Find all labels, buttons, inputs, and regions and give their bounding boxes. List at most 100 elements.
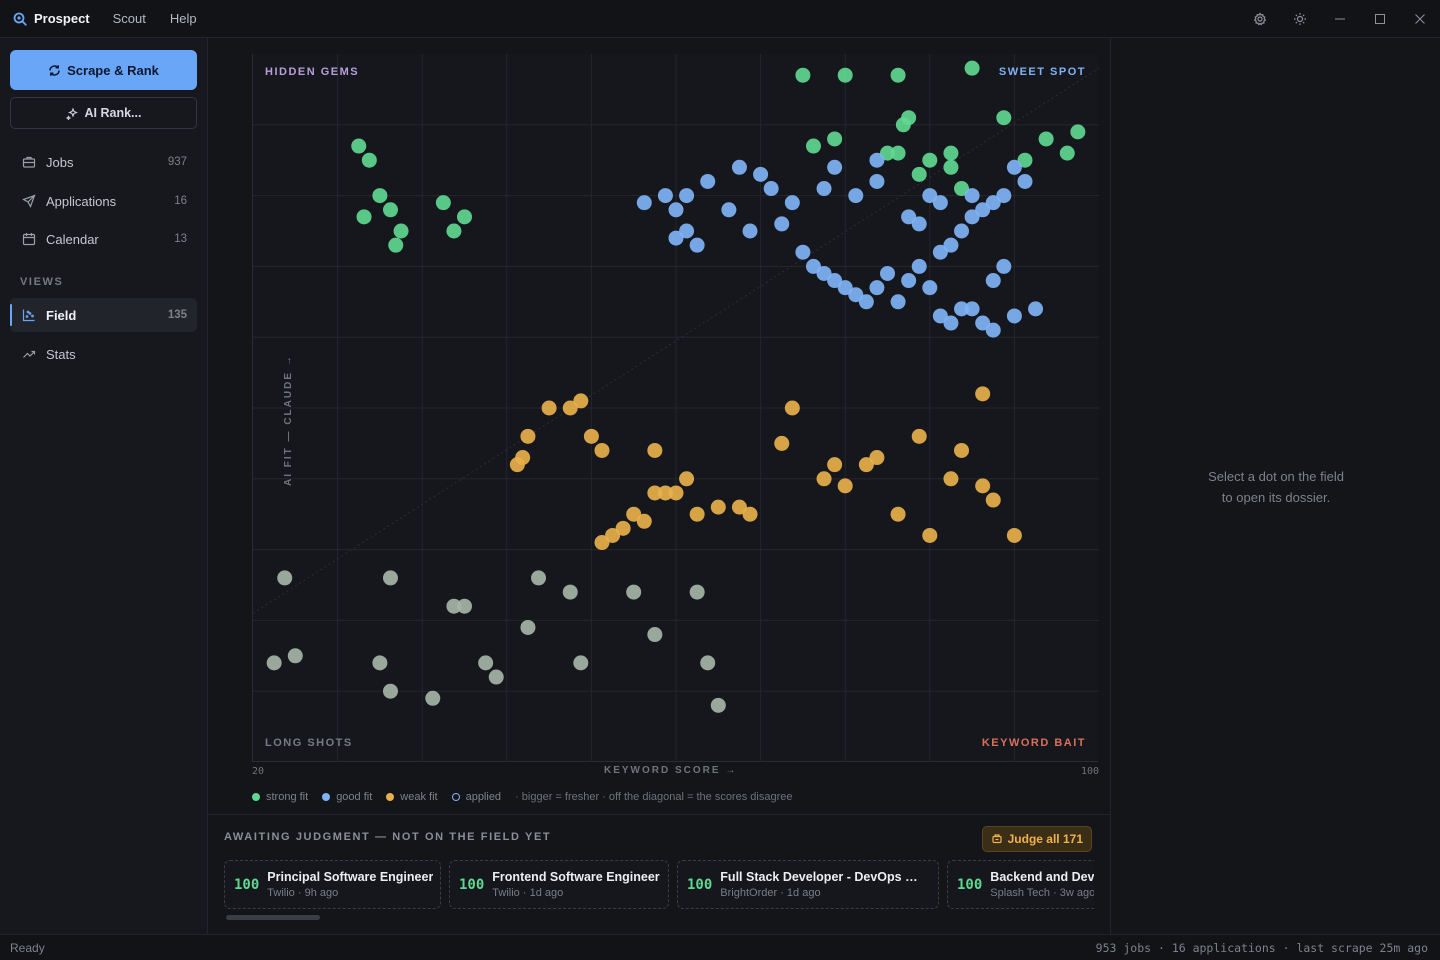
job-dot[interactable] (954, 301, 970, 317)
job-dot[interactable] (647, 627, 663, 643)
job-dot[interactable] (964, 60, 980, 76)
job-dot[interactable] (964, 301, 980, 317)
job-dot[interactable] (1038, 131, 1054, 147)
job-dot[interactable] (827, 457, 843, 473)
job-dot[interactable] (594, 535, 610, 551)
job-dot[interactable] (858, 294, 874, 310)
job-dot[interactable] (880, 265, 895, 281)
job-dot[interactable] (795, 244, 811, 260)
job-dot[interactable] (1006, 159, 1022, 175)
job-dot[interactable] (943, 159, 959, 175)
job-dot[interactable] (388, 237, 404, 253)
job-dot[interactable] (869, 173, 885, 189)
job-dot[interactable] (573, 655, 589, 671)
job-card[interactable]: 100 Principal Software Engineer Twilio ·… (224, 860, 441, 909)
job-dot[interactable] (816, 181, 832, 197)
job-dot[interactable] (827, 159, 843, 175)
job-dot[interactable] (457, 209, 472, 225)
job-dot[interactable] (457, 598, 472, 614)
job-dot[interactable] (805, 138, 821, 154)
job-dot[interactable] (626, 506, 642, 522)
job-dot[interactable] (636, 513, 652, 529)
job-dot[interactable] (372, 188, 388, 204)
job-dot[interactable] (615, 520, 631, 536)
job-dot[interactable] (975, 386, 991, 402)
job-dot[interactable] (351, 138, 367, 154)
job-dot[interactable] (287, 648, 303, 664)
job-dot[interactable] (488, 669, 504, 685)
job-dot[interactable] (837, 478, 853, 494)
job-dot[interactable] (425, 690, 441, 706)
cards-scrollbar[interactable] (226, 915, 320, 920)
job-dot[interactable] (435, 195, 451, 211)
job-dot[interactable] (605, 527, 621, 543)
job-dot[interactable] (795, 67, 811, 83)
job-dot[interactable] (393, 223, 409, 239)
job-dot[interactable] (922, 152, 938, 168)
job-dot[interactable] (932, 308, 948, 324)
job-dot[interactable] (848, 188, 864, 204)
job-dot[interactable] (382, 683, 398, 699)
job-dot[interactable] (1017, 152, 1033, 168)
close-button[interactable] (1400, 0, 1440, 38)
job-dot[interactable] (710, 697, 726, 713)
job-dot[interactable] (880, 145, 895, 161)
job-dot[interactable] (996, 110, 1012, 126)
job-dot[interactable] (943, 315, 959, 331)
job-dot[interactable] (721, 202, 737, 218)
job-dot[interactable] (848, 287, 864, 303)
job-dot[interactable] (700, 173, 716, 189)
job-dot[interactable] (954, 442, 970, 458)
job-dot[interactable] (985, 195, 1001, 211)
job-dot[interactable] (827, 273, 843, 289)
job-dot[interactable] (964, 209, 980, 225)
job-dot[interactable] (890, 145, 906, 161)
sidebar-item-jobs[interactable]: Jobs 937 (10, 145, 197, 179)
job-dot[interactable] (774, 435, 790, 451)
job-dot[interactable] (922, 280, 938, 296)
job-dot[interactable] (901, 209, 917, 225)
job-dot[interactable] (700, 655, 716, 671)
job-dot[interactable] (763, 181, 779, 197)
sidebar-item-calendar[interactable]: Calendar 13 (10, 222, 197, 256)
job-dot[interactable] (922, 188, 938, 204)
job-dot[interactable] (996, 258, 1012, 274)
sidebar-item-applications[interactable]: Applications 16 (10, 184, 197, 218)
job-dot[interactable] (562, 584, 578, 600)
job-dot[interactable] (932, 195, 948, 211)
job-dot[interactable] (901, 110, 917, 126)
job-dot[interactable] (943, 145, 959, 161)
job-dot[interactable] (594, 442, 610, 458)
maximize-button[interactable] (1360, 0, 1400, 38)
job-dot[interactable] (515, 450, 531, 466)
job-card[interactable]: 100 Backend and Devc Splash Tech · 3w ag… (947, 860, 1094, 909)
job-dot[interactable] (541, 400, 557, 416)
job-dot[interactable] (679, 188, 695, 204)
job-dot[interactable] (742, 506, 758, 522)
ai-rank-button[interactable]: AI Rank... (10, 97, 197, 129)
job-dot[interactable] (985, 492, 1001, 508)
job-dot[interactable] (679, 471, 695, 487)
job-dot[interactable] (901, 273, 917, 289)
job-dot[interactable] (954, 181, 970, 197)
job-dot[interactable] (975, 315, 991, 331)
job-dot[interactable] (753, 166, 769, 182)
job-dot[interactable] (478, 655, 494, 671)
job-dot[interactable] (742, 223, 758, 239)
job-dot[interactable] (277, 570, 293, 586)
sidebar-item-stats[interactable]: Stats (10, 337, 197, 371)
job-dot[interactable] (890, 294, 906, 310)
sidebar-item-field[interactable]: Field 135 (10, 298, 197, 332)
job-dot[interactable] (361, 152, 377, 168)
job-dot[interactable] (382, 202, 398, 218)
job-dot[interactable] (869, 280, 885, 296)
job-dot[interactable] (657, 188, 673, 204)
job-dot[interactable] (583, 428, 599, 444)
job-dot[interactable] (827, 131, 843, 147)
settings-button[interactable] (1240, 0, 1280, 38)
job-dot[interactable] (689, 506, 705, 522)
job-dot[interactable] (784, 400, 800, 416)
job-dot[interactable] (531, 570, 547, 586)
scrape-and-rank-button[interactable]: Scrape & Rank (10, 50, 197, 90)
job-dot[interactable] (679, 223, 695, 239)
